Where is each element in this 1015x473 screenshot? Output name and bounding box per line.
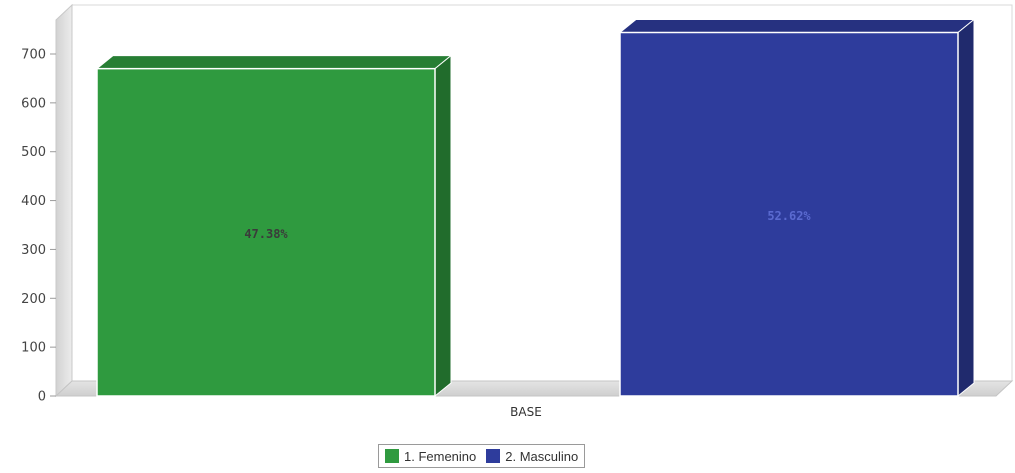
legend-item-femenino[interactable]: 1. Femenino (385, 449, 476, 464)
y-axis: 0 100 200 300 400 500 600 700 (21, 48, 56, 405)
bar-front-face (619, 31, 959, 397)
bar-data-label-femenino: 47.38% (244, 227, 288, 241)
y-tick-label: 400 (21, 194, 46, 209)
bar-data-label-masculino: 52.62% (767, 209, 811, 223)
bar-side-face (434, 54, 452, 398)
legend-item-masculino[interactable]: 2. Masculino (486, 449, 578, 464)
plot-left-wall (55, 3, 73, 398)
y-tick-label: 700 (21, 48, 46, 63)
legend-label-femenino: 1. Femenino (404, 448, 477, 464)
y-tick-label: 300 (21, 243, 46, 258)
x-category-label: BASE (510, 405, 542, 419)
bar-top-face (95, 55, 453, 70)
bar-front-face (96, 67, 436, 397)
y-tick-label: 100 (21, 341, 46, 356)
y-tick-label: 500 (21, 145, 46, 160)
legend-swatch-masculino (486, 449, 501, 463)
bar-masculino[interactable]: 52.62% (618, 18, 976, 398)
y-tick-label: 600 (21, 96, 46, 111)
bar-side-face (957, 18, 975, 398)
bar-femenino[interactable]: 47.38% (95, 54, 453, 398)
bar-top-face (618, 19, 976, 34)
legend: 1. Femenino 2. Masculino (378, 444, 586, 468)
legend-label-masculino: 2. Masculino (505, 448, 579, 464)
bars-group: 47.38% 52.62% (95, 18, 976, 398)
legend-swatch-femenino (385, 449, 399, 463)
y-tick-label: 200 (21, 292, 46, 307)
y-tick-label: 0 (38, 390, 46, 405)
